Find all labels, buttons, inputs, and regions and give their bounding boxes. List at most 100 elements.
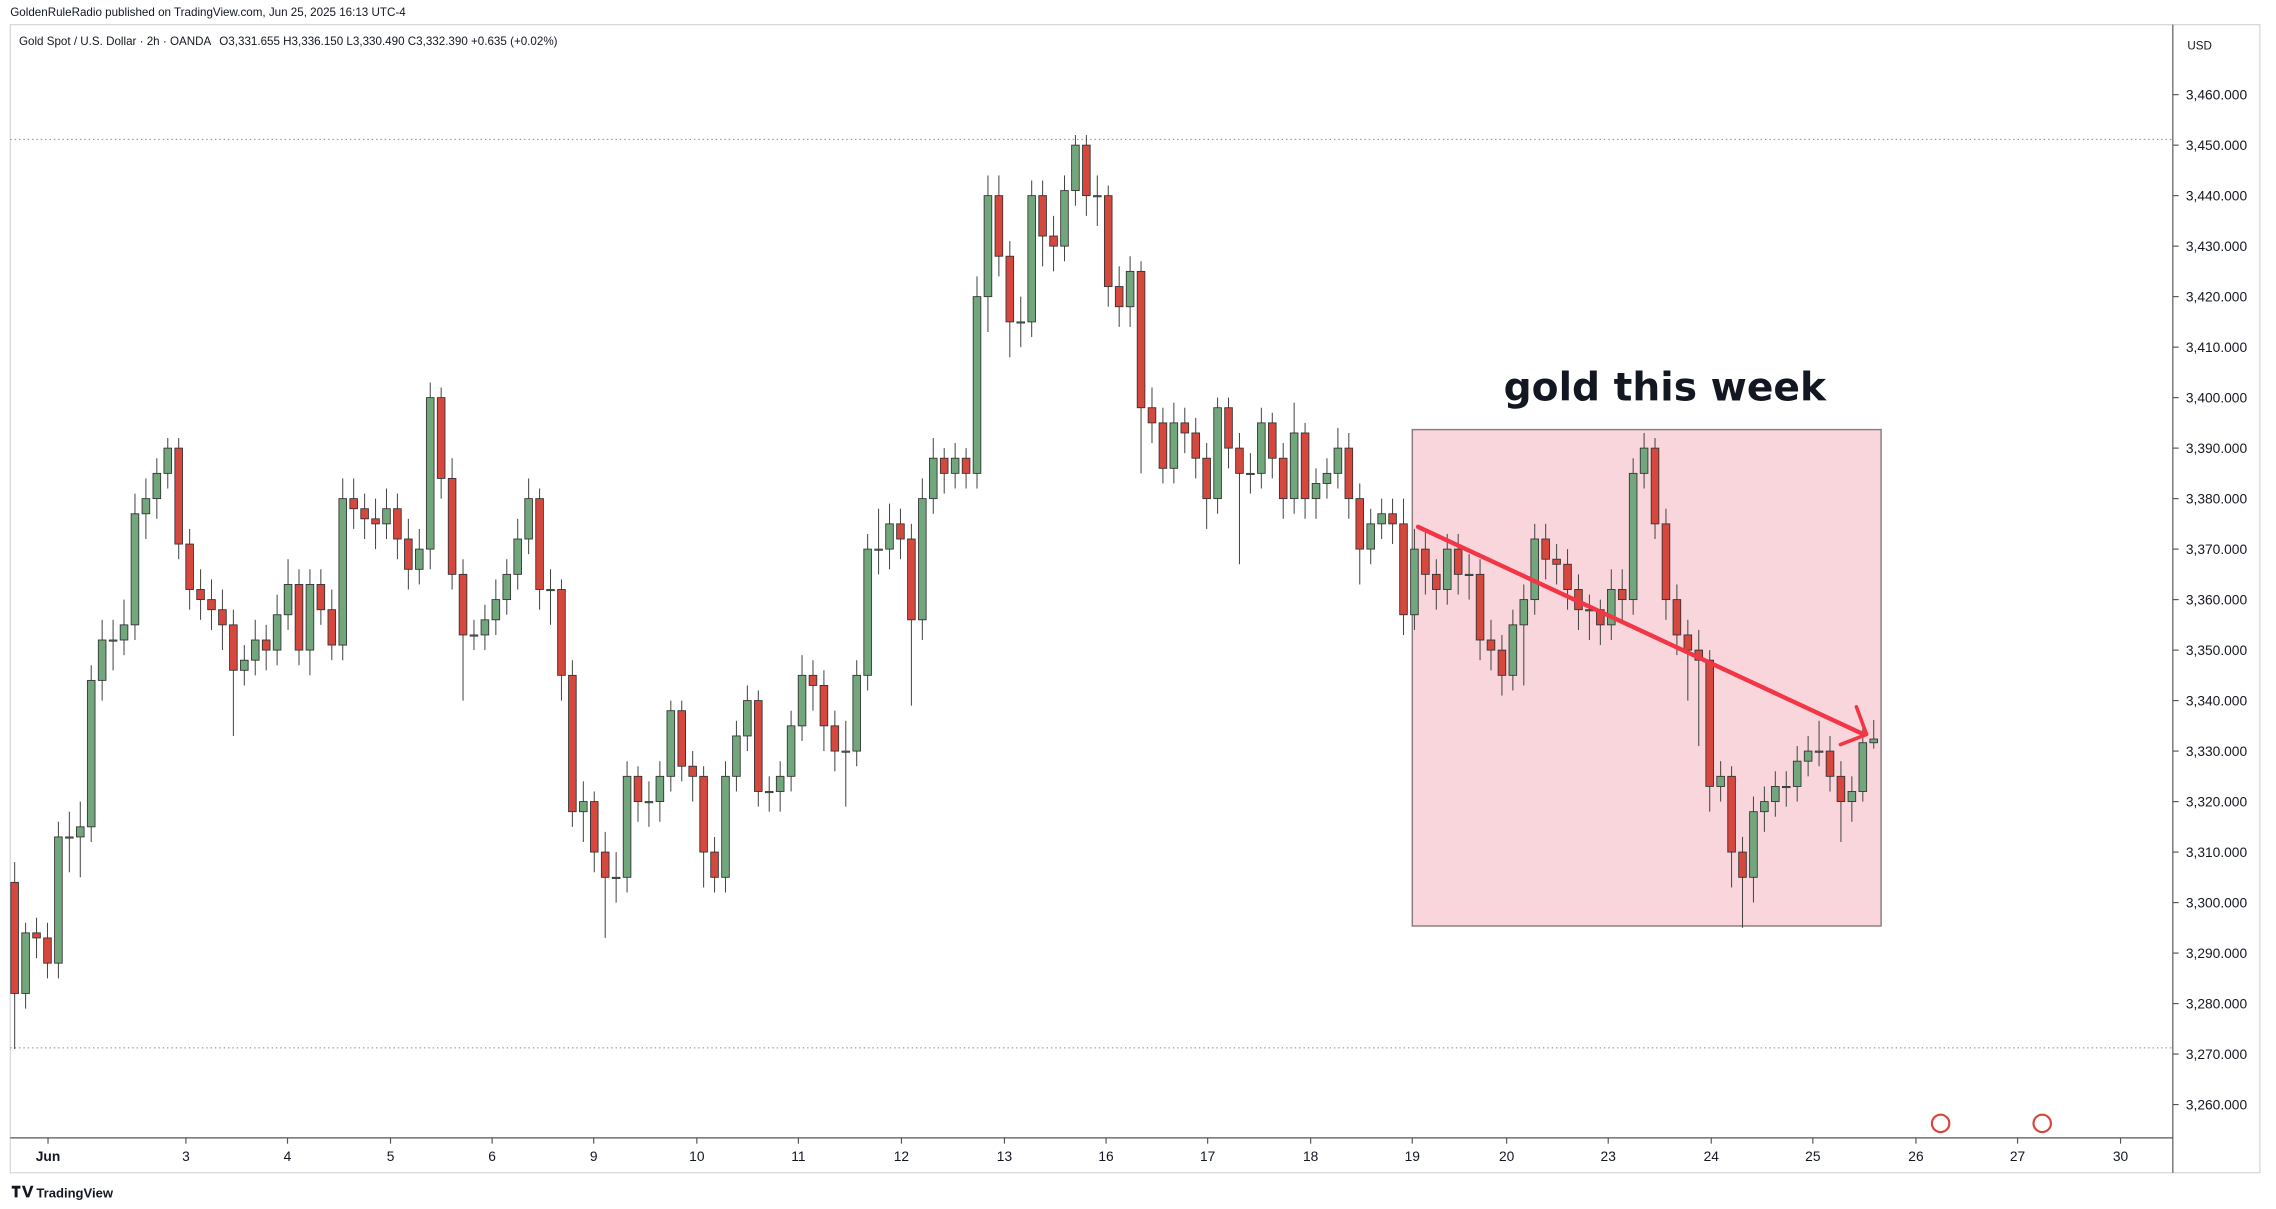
candle-body	[1016, 321, 1026, 324]
candle-body	[961, 457, 971, 474]
candle-body	[1235, 447, 1244, 474]
candle-body	[174, 447, 183, 545]
candle-body	[1005, 255, 1015, 323]
candle-body	[382, 508, 391, 525]
y-tick-label: 3,340.000	[2186, 694, 2248, 709]
candle-body	[885, 523, 894, 550]
candle-body	[207, 599, 216, 611]
candle-body	[557, 589, 566, 676]
y-tick-label: 3,430.000	[2186, 239, 2248, 254]
candle-body	[972, 296, 982, 474]
candle-body	[1410, 548, 1419, 616]
annotation: gold this week	[1504, 366, 1827, 411]
candle-body	[119, 624, 129, 641]
x-tick-label: 9	[590, 1149, 598, 1164]
candle-body	[1355, 498, 1365, 550]
x-tick-label: 13	[997, 1149, 1013, 1164]
candle-body	[983, 195, 993, 298]
x-tick-label: 17	[1200, 1149, 1215, 1164]
y-tick-label: 3,360.000	[2186, 593, 2248, 608]
candle-body	[1082, 144, 1091, 197]
candle-body	[699, 775, 708, 853]
candle-body	[994, 195, 1004, 257]
candle-body	[1268, 422, 1277, 459]
candle-body	[1858, 742, 1868, 792]
candle-body	[1771, 786, 1780, 803]
candle-body	[1541, 538, 1550, 560]
candle-body	[896, 523, 905, 540]
candle-body	[469, 634, 479, 637]
candle-body	[1552, 558, 1561, 565]
x-tick-label: 19	[1405, 1149, 1420, 1164]
candle-body	[349, 498, 358, 510]
x-tick-label: 6	[488, 1149, 496, 1164]
candle-body	[611, 876, 621, 879]
candle-body	[535, 498, 544, 590]
candle-body	[1333, 447, 1343, 474]
candle-body	[1650, 447, 1660, 525]
candle-body	[272, 614, 282, 651]
candle-body	[1114, 286, 1124, 308]
candle-body	[1683, 634, 1693, 651]
candle-body	[721, 775, 730, 878]
arrow-line	[1415, 524, 1866, 737]
candle-body	[1869, 738, 1879, 744]
candle-body	[819, 685, 829, 727]
event-flag[interactable]	[2032, 1113, 2053, 1134]
candle-body	[1027, 195, 1036, 323]
candle-body	[1760, 801, 1769, 813]
candle-body	[1180, 422, 1190, 434]
candle-body	[874, 548, 883, 551]
candle-body	[393, 508, 402, 540]
y-tick-label: 3,300.000	[2186, 896, 2248, 911]
candle-body	[830, 725, 840, 752]
candle-body	[152, 472, 162, 500]
candle-body	[1049, 235, 1058, 247]
x-tick-label: 12	[894, 1149, 909, 1164]
candle-body	[130, 513, 140, 626]
candle-body	[1191, 432, 1200, 459]
candle-body	[524, 498, 533, 540]
candle-body	[1749, 811, 1758, 878]
candle-body	[1300, 432, 1310, 500]
candle-body	[1705, 659, 1714, 787]
y-tick-label: 3,410.000	[2186, 340, 2248, 355]
candle-body	[1213, 407, 1222, 500]
candle-body	[1388, 513, 1397, 525]
candle-body	[939, 457, 949, 474]
x-tick-label: Jun	[36, 1149, 60, 1164]
candle-body	[196, 589, 205, 601]
candle-body	[710, 851, 719, 878]
candle-body	[1093, 195, 1102, 198]
y-tick-label: 3,270.000	[2186, 1047, 2248, 1062]
candle-body	[1475, 573, 1485, 641]
candle-body	[1781, 786, 1791, 789]
x-tick-label: 27	[2010, 1149, 2025, 1164]
currency-label: USD	[2187, 39, 2212, 52]
candle-body	[371, 518, 380, 525]
x-tick-label: 18	[1303, 1149, 1319, 1164]
y-tick-label: 3,320.000	[2186, 795, 2248, 810]
candle-body	[261, 639, 271, 651]
candle-body	[1103, 195, 1113, 287]
candle-body	[1442, 548, 1452, 590]
x-tick-label: 5	[387, 1149, 395, 1164]
x-tick-label: 23	[1601, 1149, 1617, 1164]
event-flag[interactable]	[1930, 1113, 1951, 1134]
candle-body	[360, 508, 369, 520]
candle-body	[10, 881, 19, 994]
candle-body	[1202, 457, 1211, 500]
candle-body	[1661, 523, 1671, 601]
logo-icon	[11, 1185, 34, 1198]
panel-frame	[9, 24, 2261, 1174]
candle-body	[1716, 775, 1725, 787]
candle-body	[513, 538, 522, 575]
candle-body	[907, 538, 916, 621]
candle-body	[1530, 538, 1539, 601]
y-tick-label: 3,390.000	[2186, 441, 2248, 456]
candle-body	[1825, 750, 1835, 777]
candle-body	[1399, 523, 1408, 616]
footer-logo: TradingView	[36, 1185, 113, 1200]
